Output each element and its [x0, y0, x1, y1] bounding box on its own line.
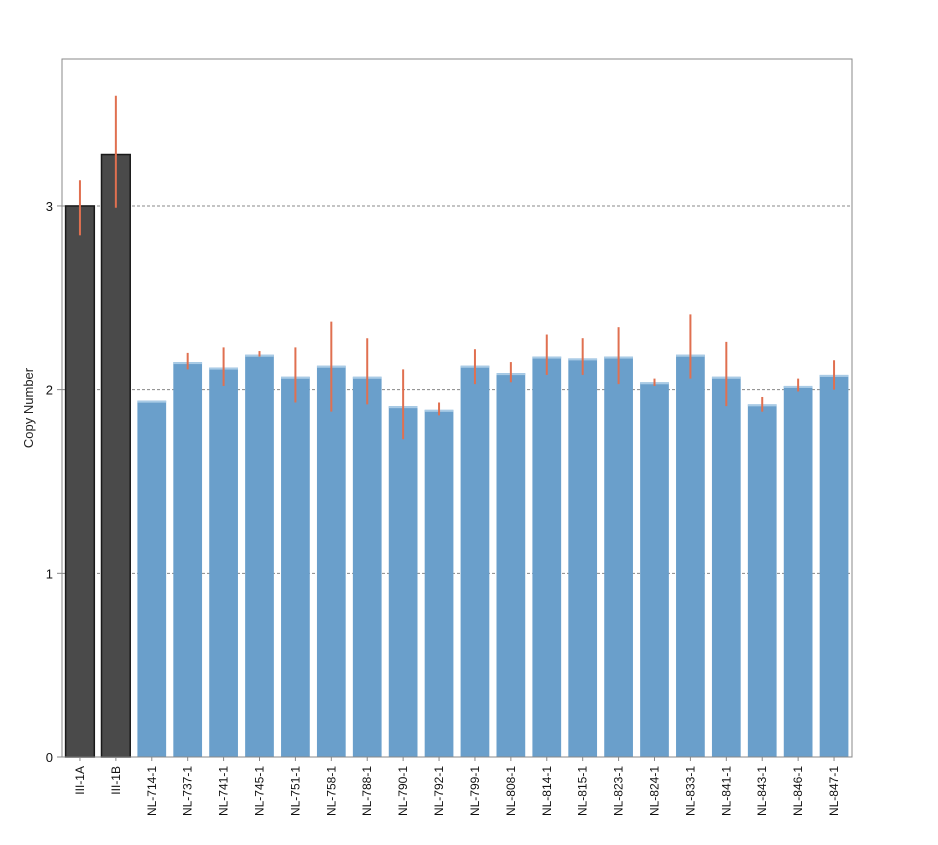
bar — [640, 382, 669, 757]
bar — [532, 356, 562, 757]
bar — [100, 153, 131, 758]
x-tick-label: NL-737-1 — [181, 766, 195, 816]
x-tick-label: NL-814-1 — [540, 766, 554, 816]
x-tick-label: NL-846-1 — [791, 766, 805, 816]
error-layer — [78, 95, 836, 440]
plot-frame — [61, 58, 853, 758]
x-tick-label: NL-751-1 — [288, 766, 302, 816]
bar — [316, 365, 346, 757]
bar — [281, 376, 310, 757]
bar — [388, 406, 418, 757]
bar — [209, 367, 238, 757]
bar — [424, 409, 454, 757]
x-tick-label: NL-792-1 — [432, 766, 446, 816]
y-tick-label: 1 — [46, 566, 53, 581]
bar-layer — [64, 153, 849, 758]
x-tick-label: NL-745-1 — [253, 766, 267, 816]
x-tick-label: NL-833-1 — [683, 766, 697, 816]
x-tick-label: NL-843-1 — [755, 766, 769, 816]
x-tick-labels: III-1A III-1B NL-714-1 NL-737-1 NL-741-1 NL-7… — [73, 757, 841, 816]
bar — [819, 374, 849, 757]
bar — [496, 373, 526, 757]
bar — [352, 376, 382, 757]
x-tick-label: NL-823-1 — [612, 766, 626, 816]
bar — [676, 354, 705, 757]
x-tick-label: NL-758-1 — [324, 766, 338, 816]
x-tick-label: NL-841-1 — [719, 766, 733, 816]
x-tick-label: NL-788-1 — [360, 766, 374, 816]
x-tick-label: NL-808-1 — [504, 766, 518, 816]
bar — [64, 205, 96, 758]
y-tick-labels: 0 1 2 3 — [46, 199, 62, 765]
x-tick-label: NL-714-1 — [145, 766, 159, 816]
bar — [711, 376, 741, 757]
x-tick-label: NL-790-1 — [396, 766, 410, 816]
x-tick-label: III-1A — [73, 766, 87, 795]
bar — [783, 385, 813, 757]
x-tick-label: NL-741-1 — [217, 766, 231, 816]
bar — [137, 400, 167, 757]
bar — [747, 404, 777, 757]
x-tick-label: III-1B — [109, 766, 123, 795]
y-tick-label: 3 — [46, 199, 53, 214]
y-tick-label: 2 — [46, 383, 53, 398]
y-axis-label: Copy Number — [21, 367, 36, 448]
y-tick-label: 0 — [46, 750, 53, 765]
x-tick-label: NL-799-1 — [468, 766, 482, 816]
bar-highlight — [137, 400, 167, 403]
bar — [245, 354, 274, 757]
bar — [604, 356, 633, 757]
bar — [173, 362, 203, 757]
bar — [460, 365, 490, 757]
x-tick-label: NL-815-1 — [576, 766, 590, 816]
x-tick-label: NL-824-1 — [648, 766, 662, 816]
x-tick-label: NL-847-1 — [827, 766, 841, 816]
bar — [568, 358, 598, 757]
